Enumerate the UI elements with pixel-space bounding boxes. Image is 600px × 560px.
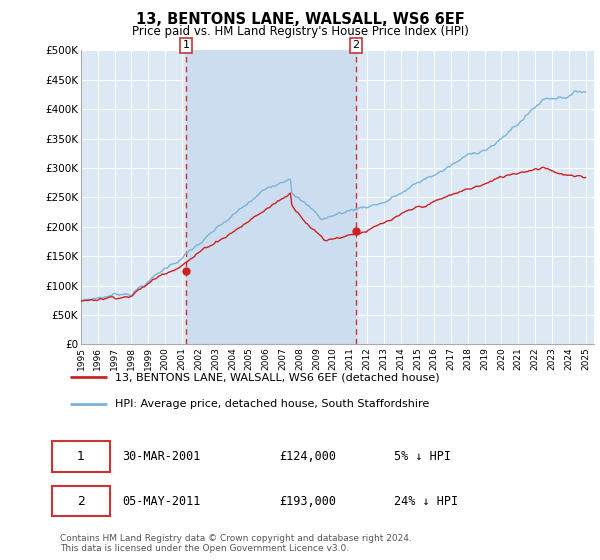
FancyBboxPatch shape [52,486,110,516]
Text: 1: 1 [182,40,190,50]
FancyBboxPatch shape [52,441,110,472]
Text: 5% ↓ HPI: 5% ↓ HPI [394,450,451,463]
Text: 13, BENTONS LANE, WALSALL, WS6 6EF (detached house): 13, BENTONS LANE, WALSALL, WS6 6EF (deta… [115,372,439,382]
Text: 13, BENTONS LANE, WALSALL, WS6 6EF: 13, BENTONS LANE, WALSALL, WS6 6EF [136,12,464,27]
Text: Contains HM Land Registry data © Crown copyright and database right 2024.
This d: Contains HM Land Registry data © Crown c… [60,534,412,553]
Text: 2: 2 [77,494,85,508]
Text: £124,000: £124,000 [279,450,336,463]
Text: 2: 2 [352,40,359,50]
Text: £193,000: £193,000 [279,494,336,508]
Text: Price paid vs. HM Land Registry's House Price Index (HPI): Price paid vs. HM Land Registry's House … [131,25,469,38]
Text: 30-MAR-2001: 30-MAR-2001 [122,450,201,463]
Text: HPI: Average price, detached house, South Staffordshire: HPI: Average price, detached house, Sout… [115,399,429,409]
Text: 05-MAY-2011: 05-MAY-2011 [122,494,201,508]
Bar [186,50,356,344]
Text: 1: 1 [77,450,85,463]
Text: 24% ↓ HPI: 24% ↓ HPI [394,494,458,508]
